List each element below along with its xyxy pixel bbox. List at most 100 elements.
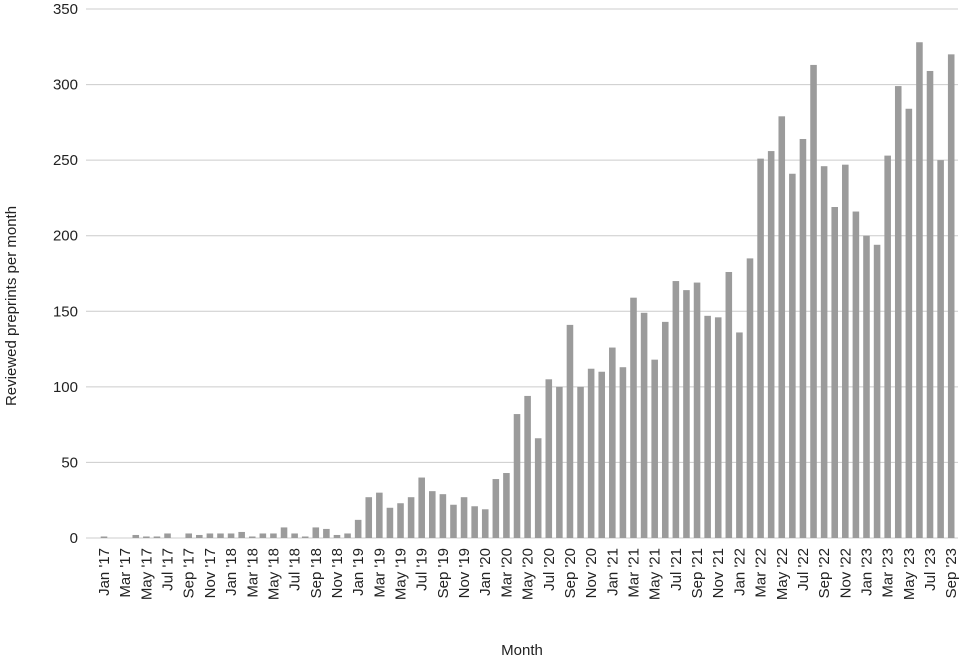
x-tick-label: Nov '18 bbox=[329, 548, 346, 598]
bar bbox=[280, 527, 288, 538]
bar bbox=[820, 166, 828, 538]
bar bbox=[566, 324, 574, 538]
bar bbox=[609, 347, 616, 538]
y-tick-label: 100 bbox=[53, 379, 78, 396]
bar bbox=[672, 281, 680, 538]
bar bbox=[926, 70, 934, 539]
x-tick-label: May '20 bbox=[520, 548, 537, 600]
x-tick-label: Jul '19 bbox=[414, 548, 431, 591]
x-tick-label: Jan '23 bbox=[858, 548, 875, 596]
y-tick-label: 200 bbox=[53, 228, 78, 245]
x-tick-label: Mar '23 bbox=[880, 548, 897, 598]
x-tick-label: Sep '20 bbox=[562, 548, 579, 598]
x-tick-label: May '17 bbox=[138, 548, 155, 600]
bar bbox=[799, 138, 807, 539]
bar bbox=[534, 438, 542, 538]
x-tick-label: Nov '20 bbox=[583, 548, 600, 598]
bar bbox=[333, 534, 341, 538]
bar bbox=[651, 359, 658, 538]
bar bbox=[185, 533, 192, 538]
bar bbox=[217, 533, 224, 538]
bar bbox=[354, 519, 362, 538]
x-tick-label: Nov '17 bbox=[202, 548, 219, 598]
x-tick-label: Jul '22 bbox=[795, 548, 812, 591]
x-tick-label: Jan '17 bbox=[96, 548, 113, 596]
x-tick-label: Jul '23 bbox=[922, 548, 939, 591]
bar bbox=[386, 507, 394, 538]
bar bbox=[492, 479, 500, 538]
bar bbox=[810, 64, 817, 539]
bar bbox=[746, 258, 754, 538]
x-tick-label: Sep '21 bbox=[689, 548, 706, 598]
bar bbox=[291, 533, 298, 538]
bar bbox=[704, 315, 711, 538]
bar bbox=[164, 533, 171, 538]
x-tick-label: Jul '18 bbox=[287, 548, 304, 591]
x-tick-label: Mar '19 bbox=[371, 548, 388, 598]
bar bbox=[344, 533, 351, 538]
x-tick-label: Nov '21 bbox=[710, 548, 727, 598]
bar bbox=[439, 494, 447, 538]
bar bbox=[894, 86, 902, 538]
bar bbox=[100, 536, 108, 538]
bar bbox=[916, 42, 923, 538]
bar bbox=[556, 386, 563, 538]
bar bbox=[481, 509, 489, 538]
x-tick-label: Mar '18 bbox=[244, 548, 261, 598]
x-tick-label: May '19 bbox=[393, 548, 410, 600]
bar bbox=[153, 536, 161, 538]
bar bbox=[323, 528, 330, 538]
x-tick-label: Sep '19 bbox=[435, 548, 452, 598]
x-tick-label: Jan '18 bbox=[223, 548, 240, 596]
x-tick-label: May '22 bbox=[774, 548, 791, 600]
bar bbox=[429, 491, 436, 538]
bar bbox=[736, 332, 743, 538]
bar bbox=[132, 534, 140, 538]
bar bbox=[863, 235, 870, 538]
y-tick-label: 150 bbox=[53, 303, 78, 320]
bar bbox=[513, 414, 521, 538]
bar bbox=[725, 271, 733, 538]
y-tick-label: 50 bbox=[61, 454, 78, 471]
bar bbox=[661, 321, 669, 538]
bar bbox=[714, 317, 722, 538]
x-tick-label: Sep '18 bbox=[308, 548, 325, 598]
bar bbox=[270, 533, 277, 538]
bar bbox=[248, 536, 256, 538]
bar bbox=[407, 497, 415, 538]
bar bbox=[365, 497, 373, 538]
x-tick-label: Jan '20 bbox=[477, 548, 494, 596]
y-tick-label: 300 bbox=[53, 77, 78, 94]
bar bbox=[397, 503, 404, 538]
x-tick-label: Sep '17 bbox=[181, 548, 198, 598]
bar bbox=[259, 533, 267, 538]
bar bbox=[852, 211, 860, 538]
x-tick-label: Jan '21 bbox=[604, 548, 621, 596]
y-axis-title: Reviewed preprints per month bbox=[3, 206, 20, 406]
x-tick-label: May '21 bbox=[647, 548, 664, 600]
x-tick-label: Mar '17 bbox=[117, 548, 134, 598]
bar bbox=[947, 54, 955, 538]
bar bbox=[905, 108, 913, 539]
bar bbox=[767, 151, 775, 538]
bar bbox=[238, 531, 245, 538]
x-tick-label: Nov '19 bbox=[456, 548, 473, 598]
bar bbox=[376, 492, 383, 538]
bar bbox=[693, 282, 701, 538]
x-tick-label: Mar '20 bbox=[498, 548, 515, 598]
bar bbox=[196, 534, 203, 538]
y-tick-label: 0 bbox=[70, 530, 78, 547]
x-tick-label: Mar '22 bbox=[753, 548, 770, 598]
x-tick-label: Jan '19 bbox=[350, 548, 367, 596]
bar bbox=[640, 312, 648, 538]
x-tick-label: Jul '21 bbox=[668, 548, 685, 591]
bar bbox=[460, 497, 468, 538]
bar bbox=[312, 527, 320, 538]
x-tick-label: Mar '21 bbox=[626, 548, 643, 598]
bar bbox=[789, 173, 796, 538]
y-tick-label: 250 bbox=[53, 152, 78, 169]
bar bbox=[524, 395, 531, 538]
bar bbox=[587, 368, 595, 538]
bar bbox=[884, 155, 891, 538]
